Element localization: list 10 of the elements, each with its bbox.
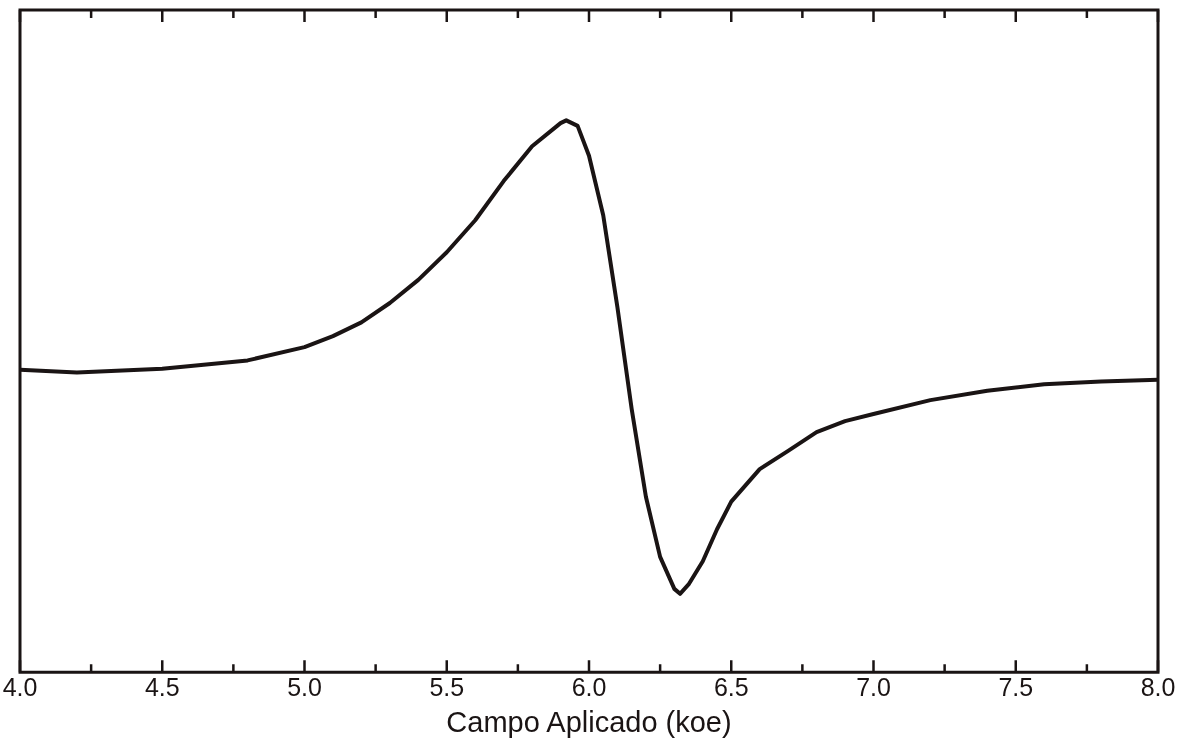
x-tick-label: 5.0 (287, 673, 322, 702)
x-tick-label: 7.0 (856, 673, 891, 702)
x-tick-label: 6.5 (713, 673, 749, 702)
x-tick-label: 7.5 (998, 673, 1034, 702)
x-tick-label: 4.5 (144, 673, 180, 702)
x-axis-title: Campo Aplicado (koe) (446, 705, 732, 738)
x-tick-label: 8.0 (1140, 673, 1176, 702)
x-tick-label: 5.5 (429, 673, 465, 702)
x-tick-label: 6.0 (571, 673, 607, 702)
x-tick-label: 4.0 (2, 673, 38, 702)
